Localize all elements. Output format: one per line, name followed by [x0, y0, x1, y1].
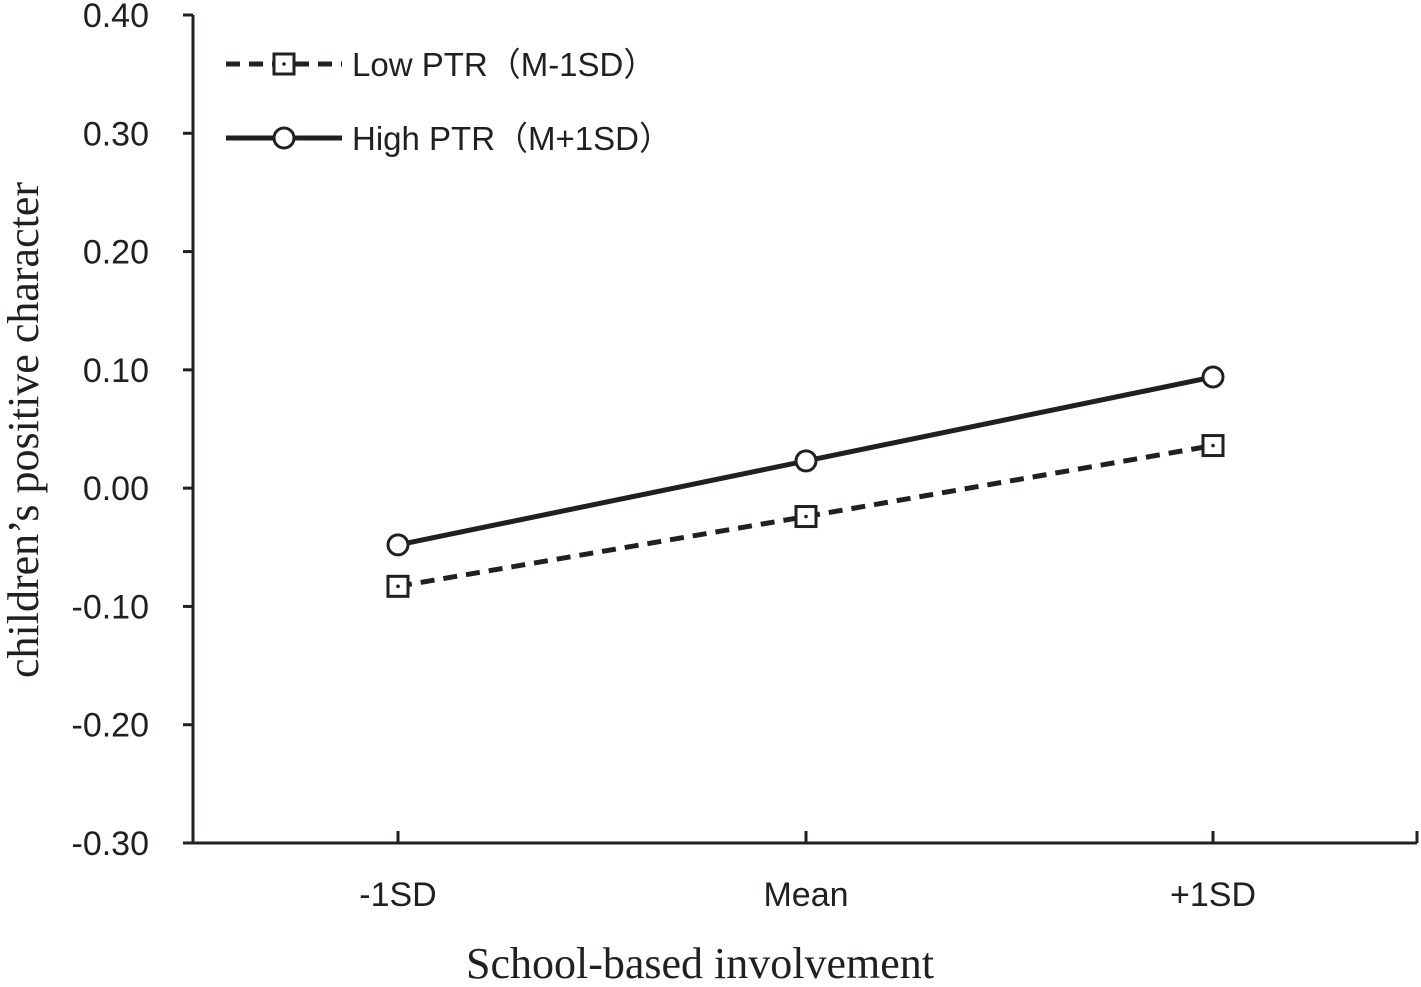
y-tick-label: 0.10	[83, 352, 149, 390]
legend-marker-dot	[282, 62, 286, 66]
data-point-marker-dot	[1211, 443, 1215, 448]
legend: Low PTR（M-1SD） High PTR（M+1SD）	[226, 46, 672, 157]
y-tick-label: 0.20	[83, 234, 149, 272]
x-tick-label: +1SD	[1170, 876, 1256, 914]
data-point-marker	[1201, 365, 1225, 389]
y-tick-label: -0.30	[72, 825, 150, 863]
series-high-ptr	[386, 365, 1225, 557]
y-axis-title: children’s positive character	[0, 182, 48, 678]
legend-label: Low PTR（M-1SD）	[352, 46, 656, 83]
x-axis-ticks: -1SD Mean +1SD	[359, 831, 1256, 914]
x-tick-label: Mean	[763, 876, 848, 914]
legend-label: High PTR（M+1SD）	[352, 120, 672, 157]
y-axis-ticks: 0.40 0.30 0.20 0.10 0.00 -0.10 -0.20 -0.30	[72, 0, 193, 863]
series-low-ptr	[386, 434, 1225, 598]
data-point-marker-dot	[396, 584, 400, 589]
data-point-marker	[794, 449, 818, 473]
axes	[183, 15, 1419, 845]
legend-marker	[272, 126, 296, 150]
y-tick-label: -0.20	[72, 707, 150, 745]
x-axis-title: School-based involvement	[466, 939, 934, 987]
x-tick-label: -1SD	[359, 876, 436, 914]
data-point-marker	[386, 533, 410, 557]
y-tick-label: 0.30	[83, 115, 149, 153]
y-tick-label: 0.00	[83, 470, 149, 508]
series-layer	[386, 365, 1225, 598]
legend-item: Low PTR（M-1SD）	[226, 46, 656, 83]
y-tick-label: -0.10	[72, 588, 150, 626]
y-tick-label: 0.40	[83, 0, 149, 35]
data-point-marker-dot	[804, 514, 808, 519]
legend-item: High PTR（M+1SD）	[226, 120, 672, 157]
